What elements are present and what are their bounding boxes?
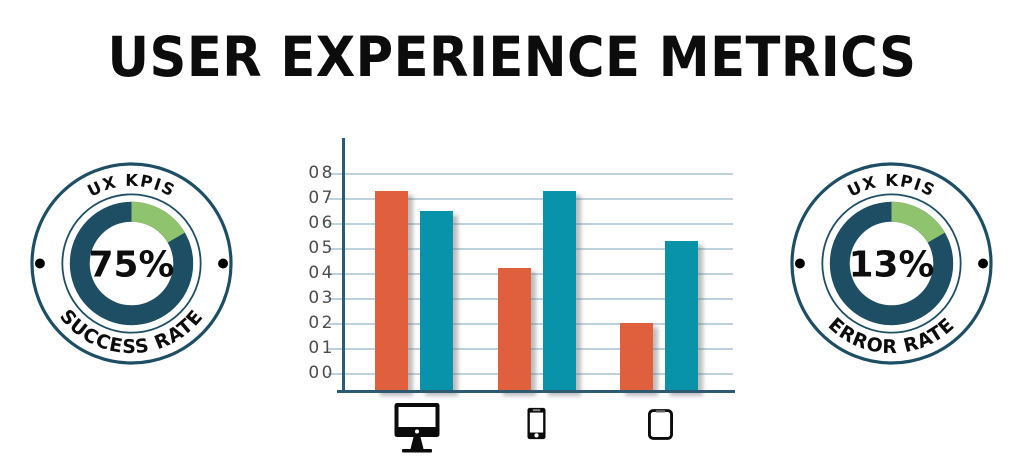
left-dot-icon — [794, 258, 805, 269]
badge-outer-circle — [30, 162, 233, 365]
smartphone-icon — [527, 407, 546, 440]
right-dot-icon — [978, 258, 989, 269]
bar-tablet-series-orange — [620, 323, 653, 392]
bar-chart: 00 01 02 03 04 05 06 07 08 — [295, 130, 755, 474]
gridline-06 — [328, 223, 733, 225]
gridline-02 — [328, 323, 733, 325]
y-tick-label-00: 00 — [308, 363, 335, 383]
bar-desktop-series-orange — [375, 190, 408, 392]
bar-tablet-series-teal — [665, 240, 698, 392]
gridline-08 — [328, 173, 733, 175]
left-dot-icon — [34, 258, 45, 269]
badge-value: 13% — [849, 244, 935, 285]
badge-outer-circle — [790, 162, 993, 365]
kpi-badge-error-rate: UX KPIS 13% ERROR RATE — [789, 161, 994, 366]
y-tick-label-05: 05 — [308, 238, 335, 258]
donut-ring-accent-segment — [891, 201, 945, 244]
donut-ring-accent-segment — [131, 201, 185, 244]
success-rate-donut-chart: UX KPIS 75% SUCCESS RATE — [30, 162, 233, 365]
y-tick-label-02: 02 — [308, 313, 335, 333]
bar-smartphone-series-orange — [497, 268, 531, 392]
y-tick-label-01: 01 — [308, 338, 335, 358]
y-tick-label-03: 03 — [308, 288, 335, 308]
y-tick-label-06: 06 — [308, 213, 335, 233]
x-axis-line — [337, 390, 735, 393]
badge-value: 75% — [89, 244, 175, 285]
badge-inner-circle — [61, 193, 202, 334]
desktop-icon — [394, 403, 440, 453]
kpi-badge-success-rate: UX KPIS 75% SUCCESS RATE — [29, 161, 234, 366]
gridline-04 — [328, 273, 733, 275]
bar-smartphone-series-teal — [542, 190, 576, 392]
right-dot-icon — [218, 258, 229, 269]
gridline-00 — [328, 373, 733, 375]
gridline-01 — [328, 348, 733, 350]
y-tick-label-08: 08 — [308, 163, 335, 183]
page-title: USER EXPERIENCE METRICS — [107, 25, 917, 89]
gridline-05 — [328, 248, 733, 250]
y-tick-label-07: 07 — [308, 188, 335, 208]
badge-inner-circle — [821, 193, 962, 334]
error-rate-donut-chart: UX KPIS 13% ERROR RATE — [790, 162, 993, 365]
y-axis-line — [342, 138, 345, 392]
tablet-icon — [648, 409, 673, 440]
y-tick-label-04: 04 — [308, 263, 335, 283]
gridline-07 — [328, 198, 733, 200]
gridline-03 — [328, 298, 733, 300]
bar-desktop-series-teal — [420, 210, 453, 392]
